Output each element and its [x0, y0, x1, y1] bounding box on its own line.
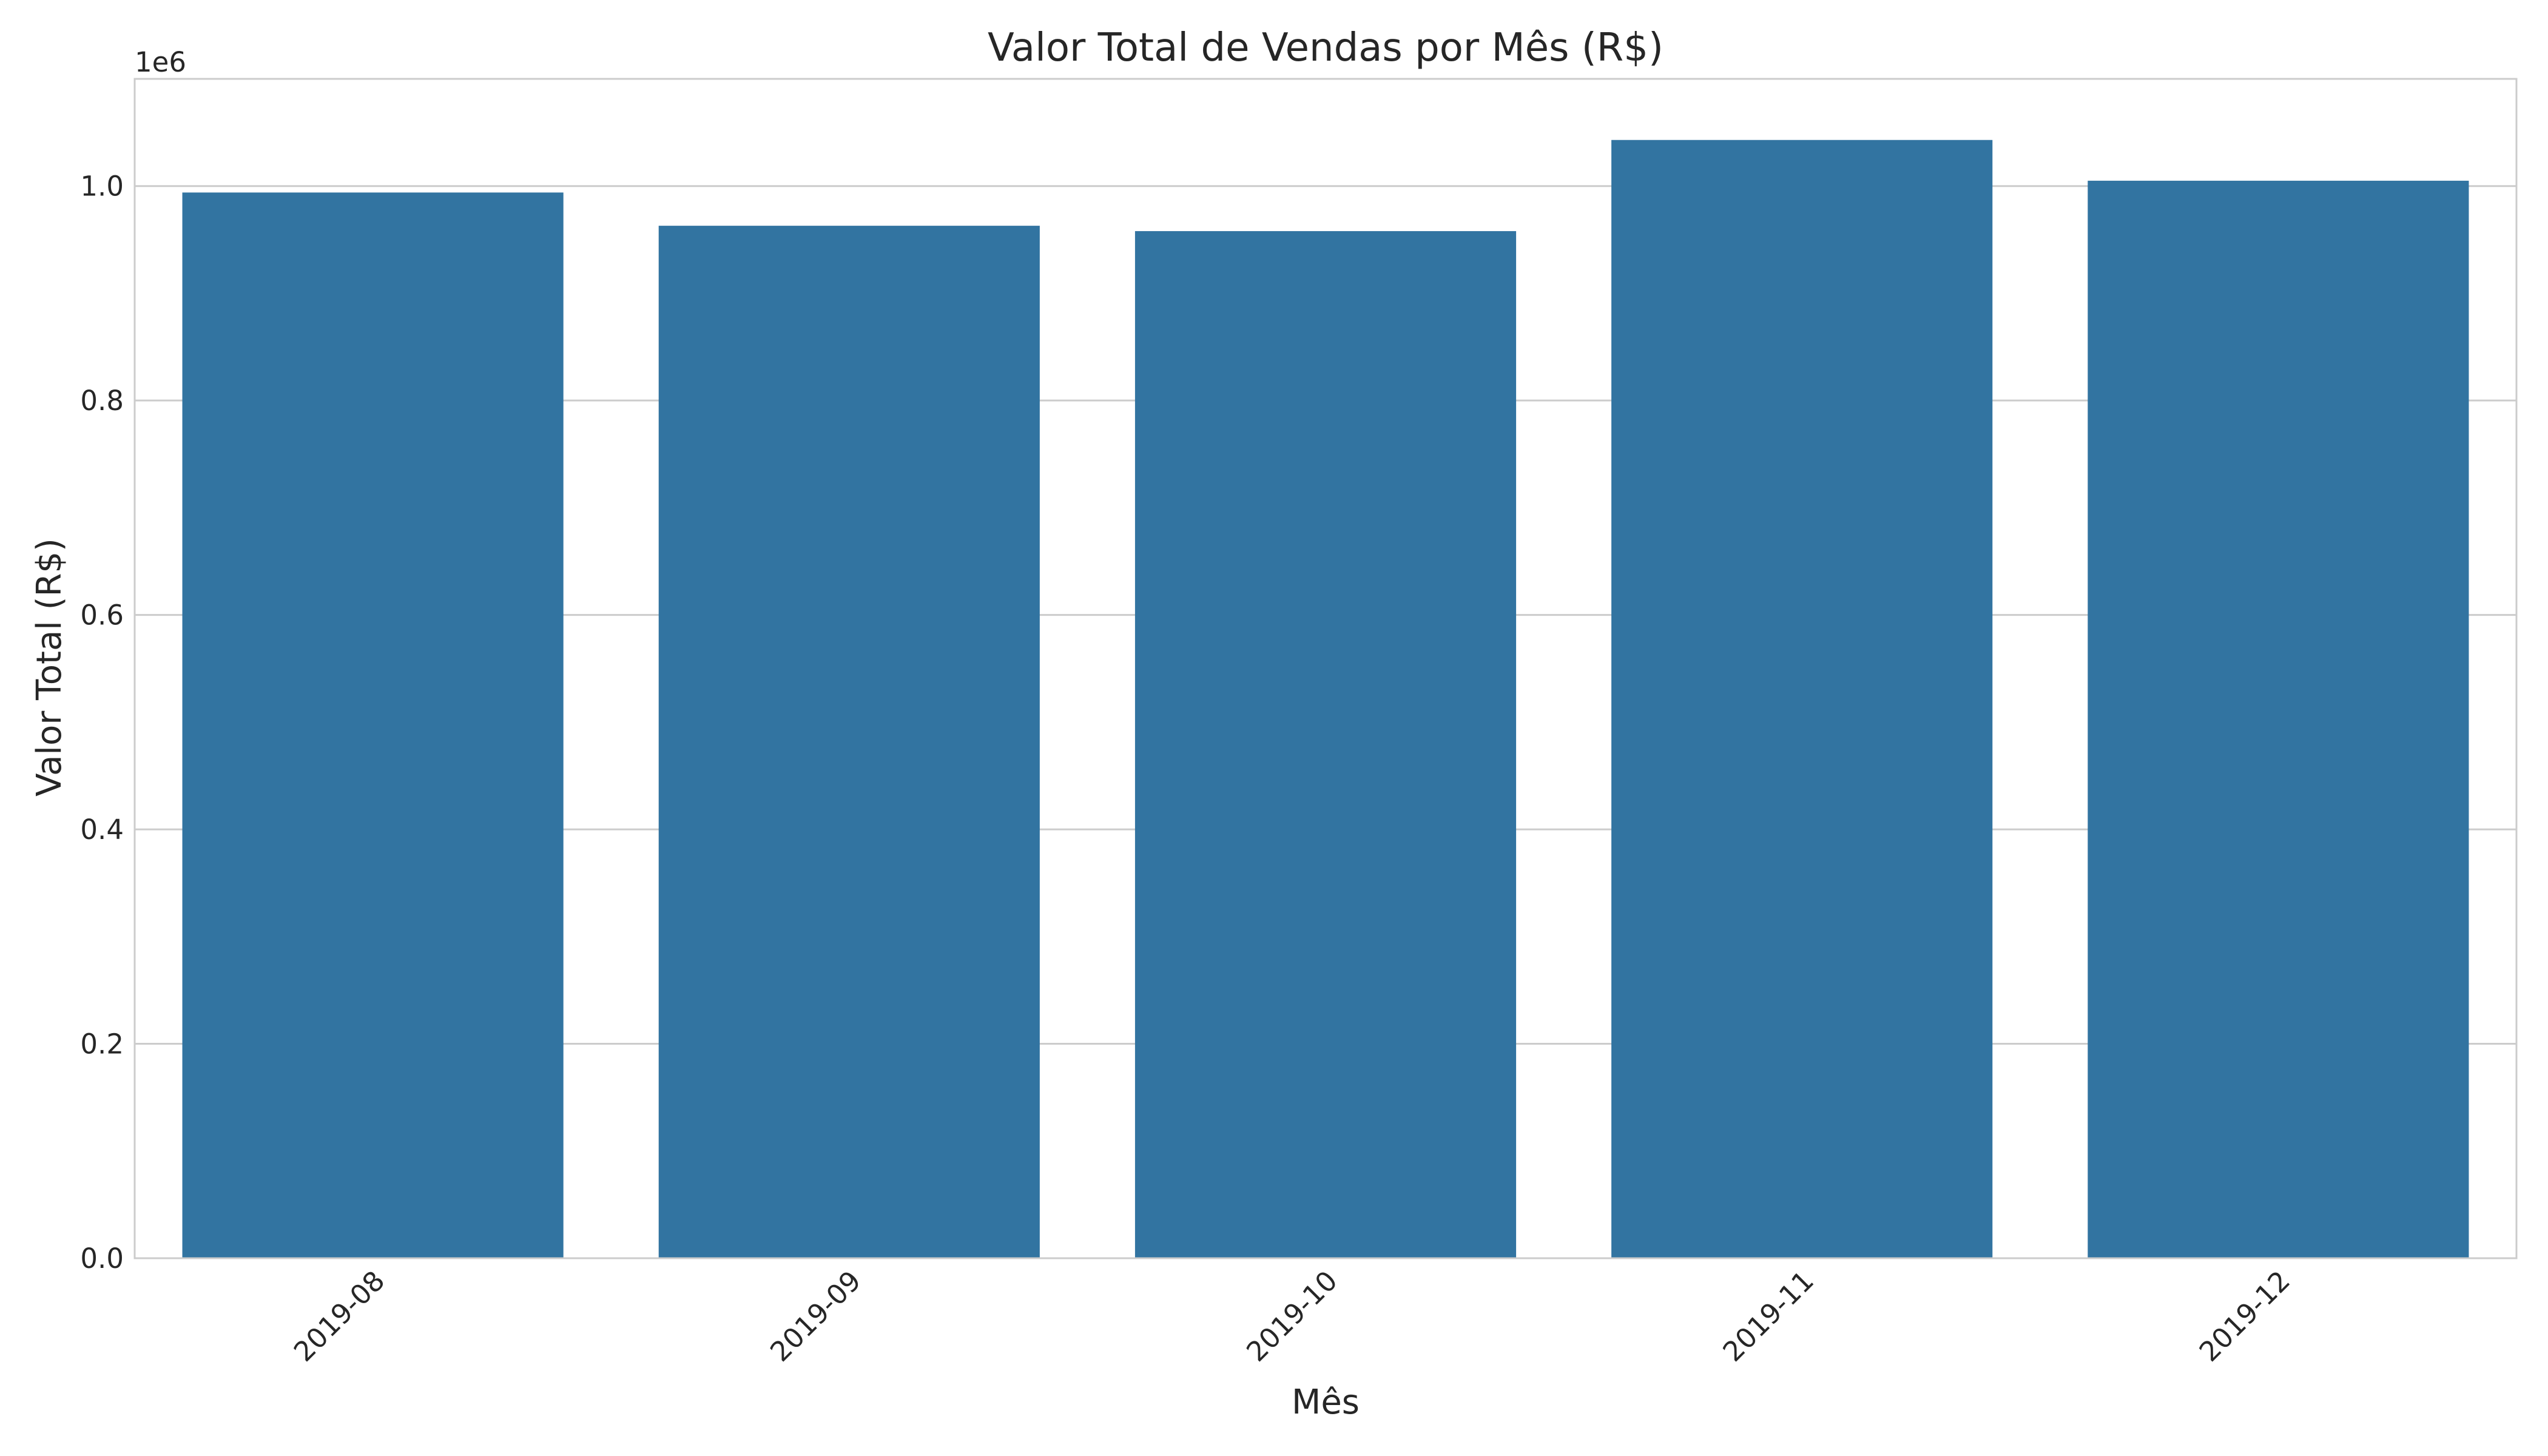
- y-tick-label: 0.6: [80, 599, 124, 632]
- x-tick-label: 2019-10: [1240, 1264, 1343, 1367]
- x-tick-label: 2019-09: [764, 1264, 867, 1367]
- x-tick-labels: 2019-08 2019-09 2019-10 2019-11 2019-12: [288, 1264, 2296, 1367]
- y-tick-label: 1.0: [80, 170, 124, 203]
- y-offset-label: 1e6: [135, 46, 186, 78]
- x-tick-label: 2019-11: [1717, 1264, 1820, 1367]
- y-tick-label: 0.0: [80, 1242, 124, 1275]
- y-axis-label: Valor Total (R$): [30, 538, 69, 797]
- x-tick-label: 2019-12: [2193, 1264, 2296, 1367]
- y-tick-labels: 0.0 0.2 0.4 0.6 0.8 1.0: [80, 170, 124, 1275]
- y-tick-label: 0.2: [80, 1028, 124, 1060]
- plot-frame: [133, 78, 2518, 1259]
- x-tick-label: 2019-08: [288, 1264, 391, 1367]
- bar-2019-11: [1611, 140, 1993, 1259]
- bar-2019-10: [1134, 231, 1517, 1258]
- bar-2019-08: [182, 192, 564, 1258]
- bars: [182, 140, 2469, 1259]
- y-tick-label: 0.4: [80, 814, 124, 846]
- bar-2019-09: [658, 226, 1040, 1259]
- chart-title: Valor Total de Vendas por Mês (R$): [988, 25, 1663, 70]
- y-tick-label: 0.8: [80, 385, 124, 417]
- x-axis-label: Mês: [1292, 1383, 1360, 1422]
- bar-2019-12: [2088, 180, 2469, 1259]
